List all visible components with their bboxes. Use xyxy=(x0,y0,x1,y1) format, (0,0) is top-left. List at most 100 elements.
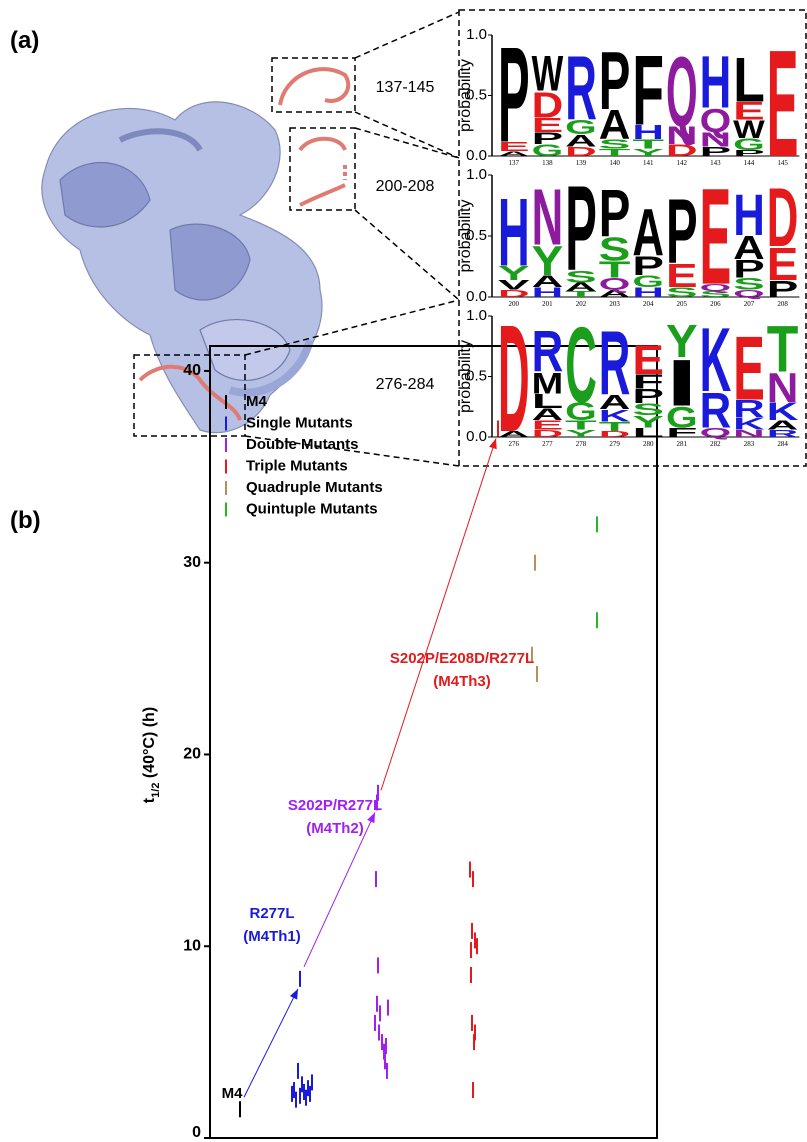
logo-letter: K xyxy=(733,415,765,434)
logo-letter: K xyxy=(767,398,799,426)
legend-label: Quintuple Mutants xyxy=(246,500,378,517)
logo-letter: P xyxy=(532,129,564,148)
logo-letter: R xyxy=(767,429,799,440)
legend-label: Triple Mutants xyxy=(246,457,348,474)
logo-letter: R xyxy=(700,382,732,438)
logo-letter: A xyxy=(767,418,800,433)
legend-label: Quadruple Mutants xyxy=(246,479,383,496)
position-label: 276 xyxy=(509,440,520,448)
logo-letter: S xyxy=(733,275,765,294)
position-label: 138 xyxy=(542,159,553,167)
y-axis-label-part: 1/2 xyxy=(150,783,162,798)
logo-letter: L xyxy=(733,46,765,116)
logo-letter: M xyxy=(532,367,564,400)
legend-label: Double Mutants xyxy=(246,436,359,453)
position-label: 279 xyxy=(609,440,620,448)
logo-letter: G xyxy=(565,398,597,426)
y-axis-label: t1/2 (40°C) (h) xyxy=(141,707,162,803)
logo-letter: S xyxy=(632,400,664,419)
position-label: 284 xyxy=(777,440,788,448)
logo-letter: P xyxy=(733,149,767,158)
logo-letter: F xyxy=(666,425,698,440)
arrow xyxy=(243,988,299,1098)
protein-structure xyxy=(41,101,323,434)
y-tick-label: 0.0 xyxy=(466,288,487,305)
position-label: 202 xyxy=(576,300,587,308)
logo-letter: R xyxy=(733,396,765,424)
position-label: 280 xyxy=(643,440,654,448)
position-label: 208 xyxy=(777,300,788,308)
annotation: M4 xyxy=(222,1085,243,1102)
logo-letter: S xyxy=(599,231,631,268)
legend-label: Single Mutants xyxy=(246,414,353,431)
logo-letter: Q xyxy=(700,283,732,294)
logo-letter: T xyxy=(599,148,631,159)
logo-letter: E xyxy=(532,115,564,137)
logo-letter: P xyxy=(632,251,664,281)
logo-letter: F xyxy=(632,372,664,394)
logo-letter: A xyxy=(632,196,664,271)
logo-letter: G xyxy=(632,272,664,291)
logo-letter: D xyxy=(532,429,564,440)
position-label: 143 xyxy=(710,159,721,167)
position-label: 277 xyxy=(542,440,553,448)
annotation: S202P/R277L xyxy=(288,797,382,814)
region-label: 276-284 xyxy=(376,376,435,393)
annotation: (M4Th1) xyxy=(243,928,301,945)
logo-letter: E xyxy=(632,336,664,383)
logo-letter: G xyxy=(733,135,765,154)
position-label: 137 xyxy=(509,159,520,167)
logo-letter: P xyxy=(599,34,631,127)
logo-letter: A xyxy=(498,430,530,439)
y-tick-label: 1.0 xyxy=(466,307,487,324)
logo-letter: S xyxy=(700,289,734,299)
logo-letter: S xyxy=(565,267,597,286)
position-label: 145 xyxy=(777,159,788,167)
plot-frame xyxy=(209,345,658,1139)
y-tick-label: 10 xyxy=(183,937,201,954)
position-label: 207 xyxy=(744,300,755,308)
logo-letter: C xyxy=(565,304,597,425)
logo-letter: E xyxy=(733,98,765,126)
logo-letter: Q xyxy=(666,37,698,148)
logo-letter: E xyxy=(700,161,732,314)
logo-letter: A xyxy=(599,289,631,300)
region-label: 137-145 xyxy=(376,79,435,96)
y-tick-label: 20 xyxy=(183,746,201,763)
logo-letter: N xyxy=(532,172,564,262)
logo-letter: Q xyxy=(700,425,732,440)
arrow-head xyxy=(289,988,298,1000)
annotation: S202P/E208D/R277L xyxy=(390,650,534,667)
logo-letter: I xyxy=(666,347,698,421)
logo-letter: A xyxy=(565,131,597,150)
logo-letter: K xyxy=(599,406,631,425)
logo-letter: H xyxy=(498,177,530,286)
position-label: 281 xyxy=(677,440,688,448)
position-label: 139 xyxy=(576,159,587,167)
position-label: 278 xyxy=(576,440,587,448)
logo-letter: P xyxy=(632,386,664,408)
position-label: 203 xyxy=(609,300,620,308)
logo-letter: E xyxy=(532,418,564,433)
region-label: 200-208 xyxy=(376,178,435,195)
y-tick-label: 0.5 xyxy=(466,227,487,244)
logo-letter: N xyxy=(700,129,732,151)
logo-letter: P xyxy=(498,18,530,170)
position-label: 204 xyxy=(643,300,654,308)
y-axis-label-part: t xyxy=(141,797,158,803)
logo-letter: H xyxy=(632,285,664,300)
logo-letter: P xyxy=(700,144,732,159)
position-label: 140 xyxy=(609,159,620,167)
dashed-boxes xyxy=(133,9,807,467)
logo-letter: D xyxy=(666,141,698,160)
logo-letter: H xyxy=(632,122,664,144)
logo-letter: D xyxy=(767,170,799,264)
arrow-head xyxy=(489,438,497,450)
logo-letter: S xyxy=(599,137,631,152)
logo-letter: R xyxy=(565,38,597,140)
logo-letter: D xyxy=(599,430,631,439)
logo-letter: H xyxy=(733,183,765,248)
logo-letter: D xyxy=(498,289,530,300)
position-label: 206 xyxy=(710,300,721,308)
